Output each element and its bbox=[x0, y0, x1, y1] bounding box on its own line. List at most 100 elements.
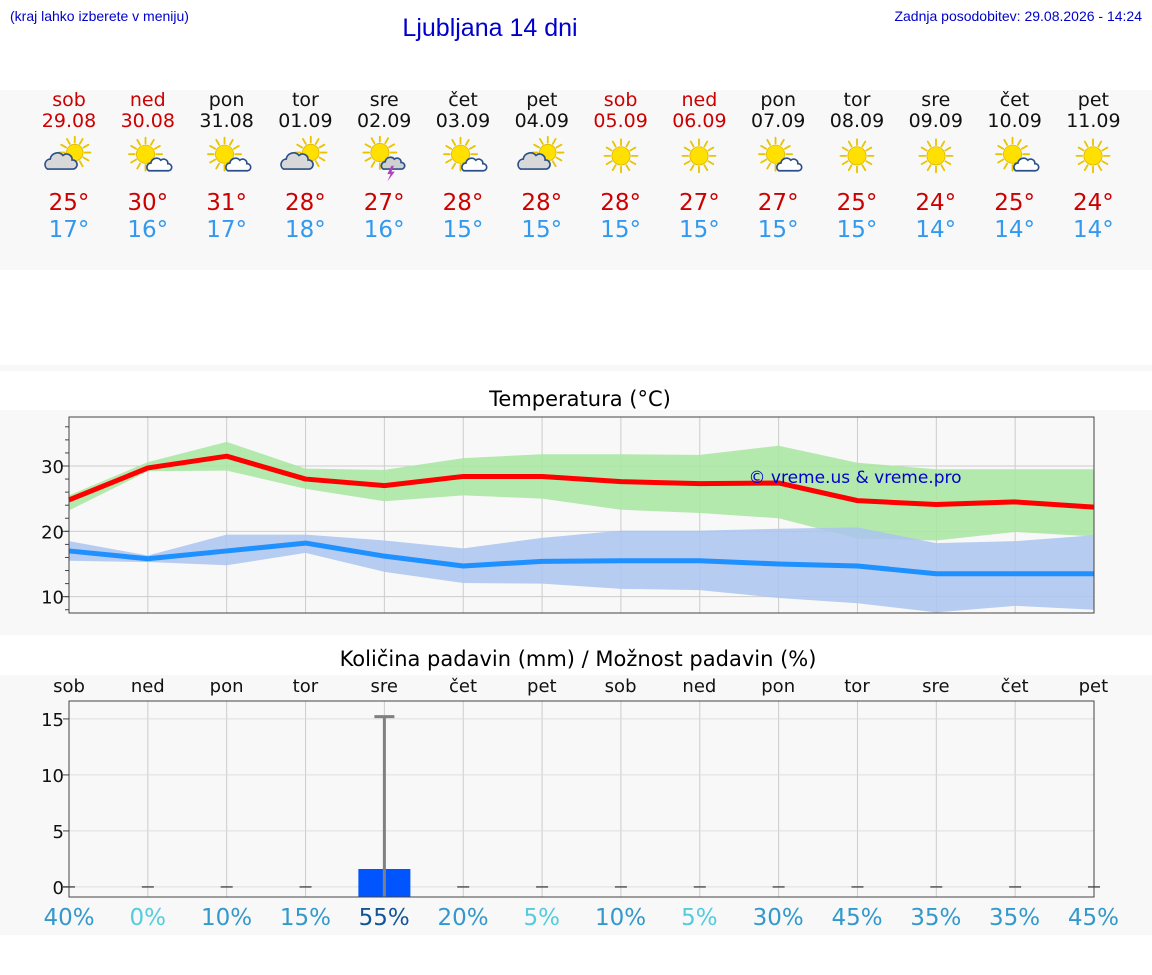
precip-day-label: pon bbox=[209, 676, 244, 697]
day-name: ned bbox=[681, 89, 718, 111]
day-name: tor bbox=[843, 89, 871, 111]
y-tick-label: 5 bbox=[53, 822, 64, 843]
precip-day-label: pon bbox=[761, 676, 796, 697]
precip-probability: 40% bbox=[43, 905, 95, 931]
temp-min: 15° bbox=[679, 217, 720, 243]
watermark: © vreme.us & vreme.pro bbox=[748, 468, 961, 488]
temp-min: 16° bbox=[127, 217, 169, 243]
sun-icon bbox=[681, 138, 717, 174]
precipitation-chart-title: Količina padavin (mm) / Možnost padavin … bbox=[339, 647, 817, 671]
precip-probability: 5% bbox=[681, 905, 718, 931]
day-date: 01.09 bbox=[278, 110, 333, 132]
sun-cloud-small-icon bbox=[443, 136, 488, 172]
temp-max: 24° bbox=[915, 190, 957, 216]
temperature-chart-title: Temperatura (°C) bbox=[489, 387, 671, 411]
daily-forecast-strip: sob 29.08 25° 17° ned 30.08 30° 16° pon 31.08 31° 1… bbox=[0, 90, 1152, 270]
day-name: pet bbox=[526, 89, 558, 111]
precip-day-label: sob bbox=[53, 676, 85, 697]
sun-cloud-small-icon bbox=[206, 136, 252, 172]
temp-max: 28° bbox=[600, 190, 641, 216]
max_range-band bbox=[69, 441, 1094, 541]
y-tick-label: 20 bbox=[41, 522, 64, 543]
sun-cloud-icon bbox=[44, 136, 92, 170]
day-date: 02.09 bbox=[356, 110, 412, 132]
y-tick-label: 0 bbox=[53, 878, 64, 899]
temp-min: 15° bbox=[521, 217, 563, 243]
day-date: 11.09 bbox=[1066, 110, 1121, 132]
temp-max: 27° bbox=[679, 190, 720, 216]
temp-max: 24° bbox=[1073, 190, 1114, 216]
day-column: sob 29.08 25° 17° bbox=[30, 90, 108, 244]
y-tick-label: 10 bbox=[41, 766, 64, 787]
precip-probability: 0% bbox=[129, 905, 167, 931]
temp-min: 18° bbox=[285, 217, 326, 243]
temp-max: 28° bbox=[442, 190, 484, 216]
min-temp-line bbox=[68, 540, 1094, 577]
precip-day-label: čet bbox=[1000, 676, 1029, 697]
precip-probability: 5% bbox=[523, 905, 561, 931]
day-name: ned bbox=[129, 89, 166, 111]
temp-max: 25° bbox=[994, 190, 1035, 216]
day-name: pet bbox=[1077, 89, 1109, 111]
day-date: 03.09 bbox=[435, 110, 491, 132]
precip-day-label: tor bbox=[292, 676, 319, 697]
temp-min: 15° bbox=[600, 217, 641, 243]
y-tick-label: 15 bbox=[41, 710, 64, 731]
precip-day-label: pet bbox=[1078, 676, 1109, 697]
precip-probability: 10% bbox=[201, 905, 253, 931]
temp-max: 28° bbox=[285, 190, 326, 216]
precip-day-label: sob bbox=[604, 676, 637, 697]
temp-min: 16° bbox=[363, 217, 405, 243]
precip-probability: 30% bbox=[752, 905, 804, 931]
precip-probability: 15% bbox=[279, 905, 331, 931]
day-name: sre bbox=[921, 89, 951, 111]
day-date: 10.09 bbox=[987, 110, 1042, 132]
temp-min: 14° bbox=[915, 217, 957, 243]
day-name: pon bbox=[760, 89, 797, 111]
y-tick-label: 30 bbox=[41, 457, 64, 478]
sun-storm-icon bbox=[362, 136, 406, 182]
day-date: 07.09 bbox=[750, 110, 806, 132]
sun-icon bbox=[603, 138, 639, 174]
day-name: čet bbox=[999, 89, 1030, 111]
temp-min: 15° bbox=[442, 217, 484, 243]
temp-min: 14° bbox=[994, 217, 1035, 243]
sun-cloud-icon bbox=[517, 136, 565, 170]
max-temp-line bbox=[68, 453, 1095, 510]
day-name: čet bbox=[448, 89, 478, 111]
day-date: 08.09 bbox=[829, 110, 885, 132]
temp-max: 31° bbox=[206, 190, 247, 216]
day-date: 04.09 bbox=[514, 110, 569, 132]
temp-min: 17° bbox=[206, 217, 247, 243]
precip-day-label: tor bbox=[844, 676, 870, 697]
temp-min: 15° bbox=[836, 217, 878, 243]
day-name: tor bbox=[291, 89, 319, 111]
precip-probability: 55% bbox=[358, 905, 410, 931]
temp-min: 17° bbox=[48, 217, 90, 243]
temp-max: 28° bbox=[521, 190, 563, 216]
precip-day-label: pet bbox=[527, 676, 557, 697]
temp-min: 15° bbox=[757, 217, 799, 243]
day-date: 31.08 bbox=[199, 110, 254, 132]
day-column: pon 31.08 31° 17° bbox=[188, 90, 266, 244]
precip-probability: 20% bbox=[437, 905, 489, 931]
day-column: čet 03.09 28° 15° bbox=[424, 90, 502, 244]
day-name: sre bbox=[369, 89, 399, 111]
day-column: sob 05.09 28° 15° bbox=[582, 90, 660, 244]
sun-cloud-small-icon bbox=[994, 136, 1040, 172]
temp-max: 27° bbox=[363, 190, 405, 216]
temp-max: 25° bbox=[836, 190, 878, 216]
day-column: čet 10.09 25° 14° bbox=[976, 90, 1054, 244]
temp-max: 25° bbox=[48, 190, 90, 216]
precip-probability: 45% bbox=[1067, 905, 1119, 931]
precip-probability: 10% bbox=[595, 905, 647, 931]
day-name: sob bbox=[52, 89, 86, 111]
temp-max: 30° bbox=[127, 190, 169, 216]
day-date: 09.09 bbox=[908, 110, 963, 132]
sun-icon bbox=[918, 138, 954, 174]
precip-day-label: sre bbox=[370, 676, 398, 697]
temp-min: 14° bbox=[1073, 217, 1114, 243]
sun-cloud-small-icon bbox=[127, 136, 173, 172]
temp-max: 27° bbox=[757, 190, 799, 216]
day-name: sob bbox=[603, 89, 638, 111]
